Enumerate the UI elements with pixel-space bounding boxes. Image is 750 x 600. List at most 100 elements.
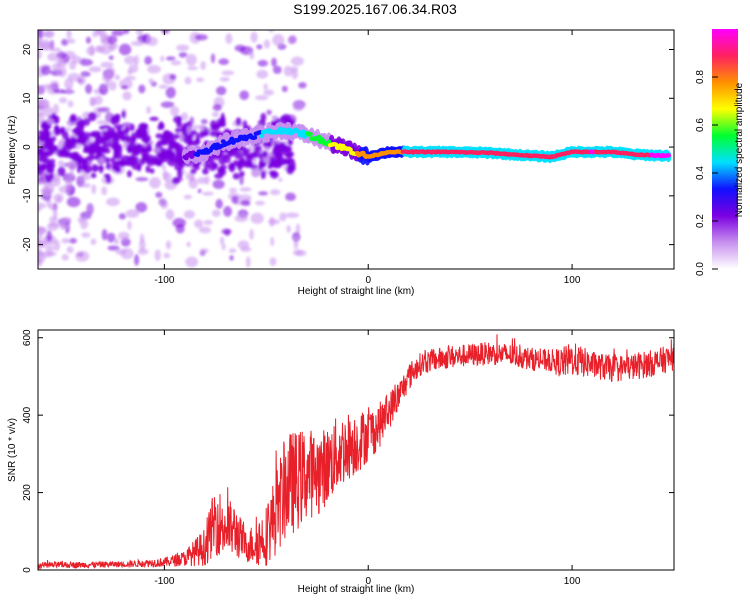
x-tick-label: 100 [564,576,581,587]
spectrogram-noise-blob [38,179,46,185]
spectrogram-noise-blob [234,214,248,223]
spectrogram-noise-blob [81,183,91,188]
spectrogram-noise-blob [292,103,304,112]
spectrogram-noise-blob [221,228,232,235]
spectrogram-noise-blob [189,124,203,130]
spectrogram-band-blob [103,173,111,178]
spectrogram-noise-blob [180,112,189,122]
spectrogram-band-blob [234,151,243,160]
spectrogram-noise-blob [130,41,145,46]
spectrogram-band-blob [46,135,52,142]
spectrogram-noise-blob [135,177,149,182]
spectrogram-noise-blob [95,30,102,35]
spectrogram-band-blob [160,151,167,161]
spectrogram-ridge-core [326,139,332,144]
spectrogram-noise-blob [160,101,175,108]
spectrogram-band-blob [191,140,198,147]
spectrogram-noise-blob [158,84,168,89]
spectrogram-band-blob [218,157,226,165]
spectrogram-noise-blob [155,191,163,198]
spectrogram-band-blob [65,153,71,158]
spectrogram-band-blob [165,152,174,159]
spectrogram-noise-blob [225,33,233,45]
spectrogram-band-blob [228,163,235,171]
spectrogram-band-blob [93,145,104,153]
spectrogram-band-blob [126,136,137,145]
spectrogram-noise-blob [249,228,254,240]
spectrogram-noise-blob [135,202,148,213]
spectrogram-noise-blob [250,31,258,43]
colorbar-tick-label: 0.2 [695,214,706,228]
spectrogram-band-blob [41,143,50,150]
spectrogram-noise-blob [61,254,69,261]
spectrogram-noise-blob [256,69,269,79]
spectrogram-noise-blob [108,81,117,91]
spectrogram-noise-blob [263,83,268,90]
spectrogram-noise-blob [269,216,275,228]
figure-title: S199.2025.167.06.34.R03 [293,1,457,17]
x-tick-label: -100 [154,576,174,587]
spectrogram-noise-blob [165,86,176,99]
spectrogram-x-ticks: -100 0 100 [154,30,581,286]
spectrogram-noise-blob [160,200,169,210]
spectrogram-band-blob [268,170,278,176]
spectrogram-band-blob [199,129,205,139]
spectrogram-noise-blob [176,44,190,52]
spectrogram-noise-blob [161,164,166,170]
spectrogram-band-blob [76,130,86,136]
spectrogram-band-blob [41,130,47,135]
spectrogram-band-blob [99,125,105,130]
spectrogram-noise-blob [270,236,275,247]
spectrogram-noise-blob [118,213,127,220]
spectrogram-noise-blob [56,195,62,204]
spectrogram-band-blob [174,162,184,171]
spectrogram-noise-blob [245,256,251,268]
spectrogram-noise-blob [256,44,263,50]
spectrogram-noise-blob [138,84,146,94]
spectrogram-noise-blob [185,172,195,181]
y-tick-label: 600 [22,329,33,346]
spectrogram-noise-blob [266,109,272,116]
snr-x-label: Height of straight line (km) [298,584,415,595]
spectrogram-band-blob [126,146,133,153]
spectrogram-band-blob [260,170,266,180]
spectrogram-band-blob [149,116,159,122]
spectrogram-noise-blob [38,235,41,243]
spectrogram-band-blob [141,150,150,159]
y-tick-label: -10 [22,188,33,203]
spectrogram-ridge-core [286,127,292,132]
spectrogram-band-blob [51,135,57,142]
spectrogram-band-blob [217,122,227,128]
spectrogram-noise-blob [38,207,41,213]
spectrogram-band-blob [70,152,80,159]
spectrogram-band-blob [140,156,148,162]
spectrogram-noise-blob [229,255,234,261]
spectrogram-band-blob [41,125,47,130]
spectrogram-band-blob [59,126,66,133]
spectrogram-noise-blob [194,219,204,229]
spectrogram-noise-blob [38,39,41,45]
spectrogram-noise-blob [69,60,77,70]
spectrogram-noise-blob [295,250,307,257]
spectrogram-band-blob [232,172,240,180]
spectrogram-ridge [181,121,672,166]
spectrogram-noise-blob [165,209,175,220]
spectrogram-noise-blob [64,50,76,60]
spectrogram-band-blob [129,156,140,164]
spectrogram-noise-blob [57,160,65,168]
x-tick-label: -100 [154,275,174,286]
spectrogram-noise-blob [154,249,161,261]
spectrogram-band-blob [113,152,119,159]
spectrogram-noise-blob [165,56,176,61]
spectrogram-band-blob [176,120,183,128]
spectrogram-band-blob [46,118,54,125]
spectrogram-noise-blob [212,103,222,112]
spectrogram-noise-blob [137,248,149,255]
spectrogram-noise-blob [161,30,170,34]
spectrogram-noise-blob [239,174,244,186]
spectrogram-ridge-core [665,153,671,158]
spectrogram-band-blob [38,156,48,163]
spectrogram-band-blob [286,165,295,175]
spectrogram-ridge-core [302,134,308,139]
